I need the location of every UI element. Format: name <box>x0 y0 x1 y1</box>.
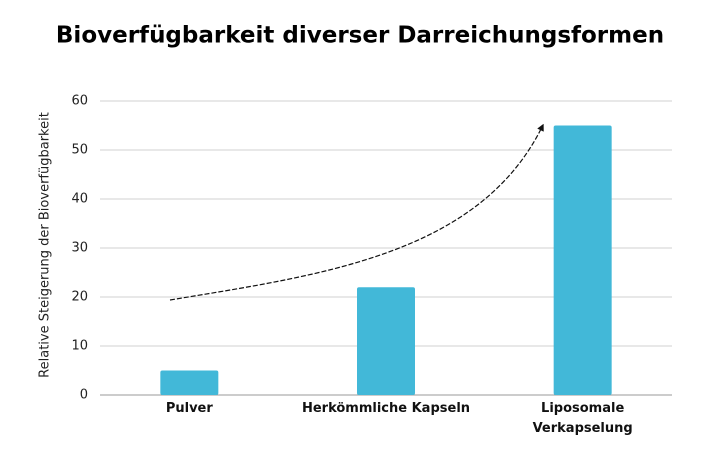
x-tick-label-box: Pulver <box>165 401 213 416</box>
y-tick-label: 60 <box>71 94 88 109</box>
y-tick-label: 40 <box>71 192 88 207</box>
bar <box>357 287 415 395</box>
chart-title: Bioverfügbarkeit diverser Darreichungsfo… <box>56 23 664 49</box>
y-tick-label: 0 <box>80 388 88 403</box>
bar <box>553 125 612 395</box>
y-axis-label: Relative Steigerung der Bioverfügbarkeit <box>38 112 53 378</box>
trend-arrow <box>169 123 544 301</box>
x-tick-label: Herkömmliche Kapseln <box>301 401 471 416</box>
bar <box>160 370 219 395</box>
y-tick-label: 20 <box>71 290 88 305</box>
y-tick-label: 30 <box>71 241 88 256</box>
x-tick-label: Liposomale Verkapselung <box>532 401 633 436</box>
x-tick-label: Pulver <box>165 401 213 416</box>
y-tick-label: 50 <box>71 143 88 158</box>
x-tick-label-box: Liposomale Verkapselung <box>532 401 633 436</box>
y-tick-label: 10 <box>71 339 88 354</box>
x-tick-label-box: Herkömmliche Kapseln <box>301 401 471 416</box>
